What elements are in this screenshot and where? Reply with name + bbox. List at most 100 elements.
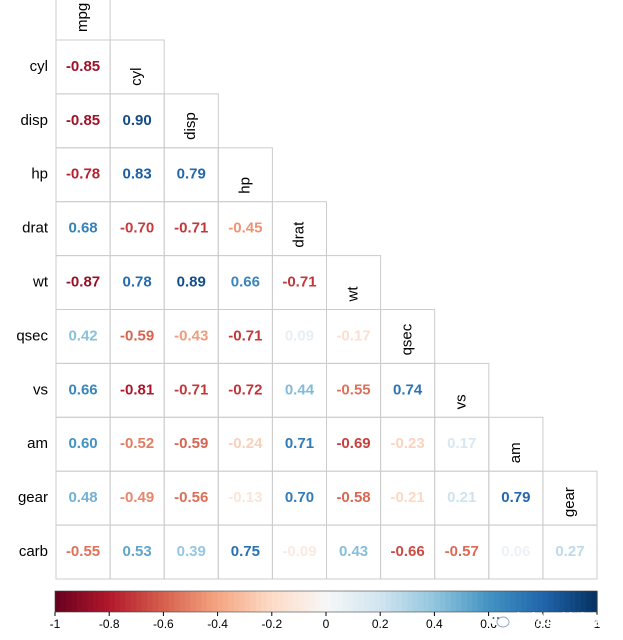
- color-legend-swatch: [586, 591, 593, 612]
- color-legend-swatch: [55, 591, 62, 612]
- color-legend-swatch: [288, 591, 295, 612]
- correlation-value: 0.06: [501, 543, 530, 560]
- color-legend-swatch: [141, 591, 148, 612]
- color-legend-swatch: [157, 591, 164, 612]
- color-legend-swatch: [401, 591, 408, 612]
- correlation-value: -0.45: [228, 220, 262, 237]
- column-label: cyl: [128, 68, 145, 86]
- color-legend-swatch: [342, 591, 349, 612]
- column-label: drat: [290, 221, 307, 248]
- color-legend-swatch: [233, 591, 240, 612]
- correlation-value: -0.71: [174, 220, 208, 237]
- column-label: mpg: [74, 3, 91, 32]
- wechat-icon: [488, 612, 510, 627]
- color-legend-swatch: [228, 591, 235, 612]
- color-legend-swatch: [271, 591, 278, 612]
- color-legend-swatch: [331, 591, 338, 612]
- color-legend-swatch: [190, 591, 197, 612]
- color-legend-swatch: [385, 591, 392, 612]
- color-legend-swatch: [515, 591, 522, 612]
- color-legend-swatch: [510, 591, 517, 612]
- correlation-value: 0.68: [68, 220, 97, 237]
- color-legend-swatch: [326, 591, 333, 612]
- correlation-value: -0.85: [66, 112, 100, 129]
- correlation-value: 0.78: [123, 274, 152, 291]
- correlation-value: 0.79: [177, 166, 206, 183]
- watermark-text: 轻松玩转生信: [514, 611, 605, 629]
- column-label: wt: [344, 286, 361, 303]
- color-legend-swatch: [575, 591, 582, 612]
- correlation-value: -0.87: [66, 274, 100, 291]
- color-legend-swatch: [456, 591, 463, 612]
- column-label: disp: [182, 112, 199, 140]
- color-legend-swatch: [298, 591, 305, 612]
- color-legend-swatch: [109, 591, 116, 612]
- correlation-value: 0.89: [177, 274, 206, 291]
- color-legend-tick-label: 0.2: [372, 617, 389, 631]
- color-legend-swatch: [309, 591, 316, 612]
- correlation-value: 0.17: [447, 435, 476, 452]
- column-header-cell: [217, 147, 273, 203]
- color-legend-swatch: [488, 591, 495, 612]
- color-legend-swatch: [477, 591, 484, 612]
- column-header-cell: [271, 201, 327, 257]
- color-legend-swatch: [494, 591, 501, 612]
- correlation-value: -0.55: [336, 381, 370, 398]
- color-legend-swatch: [255, 591, 262, 612]
- correlation-value: -0.69: [336, 435, 370, 452]
- color-legend-swatch: [212, 591, 219, 612]
- color-legend-swatch: [65, 591, 72, 612]
- correlation-value: 0.70: [285, 489, 314, 506]
- color-legend-tick-label: 0.8: [534, 617, 551, 631]
- color-legend-swatch: [569, 591, 576, 612]
- correlation-value: -0.52: [120, 435, 154, 452]
- color-legend-swatch: [125, 591, 132, 612]
- correlation-value: -0.24: [228, 435, 263, 452]
- color-legend-swatch: [147, 591, 154, 612]
- color-legend-swatch: [315, 591, 322, 612]
- correlation-value: -0.23: [391, 435, 425, 452]
- correlation-value: -0.71: [282, 274, 316, 291]
- color-legend-swatch: [439, 591, 446, 612]
- column-header-cell: [55, 0, 111, 41]
- color-legend-swatch: [195, 591, 202, 612]
- color-legend-tick-label: -1: [50, 617, 61, 631]
- correlation-value: 0.71: [285, 435, 314, 452]
- correlation-value: 0.21: [447, 489, 476, 506]
- correlation-value: -0.81: [120, 381, 154, 398]
- color-legend-swatch: [260, 591, 267, 612]
- color-legend-swatch: [103, 591, 110, 612]
- color-legend-swatch: [266, 591, 273, 612]
- correlation-value: 0.39: [177, 543, 206, 560]
- column-label: vs: [453, 394, 470, 409]
- color-legend-swatch: [185, 591, 192, 612]
- correlation-value: 0.09: [285, 327, 314, 344]
- color-legend-swatch: [461, 591, 468, 612]
- correlation-value: 0.66: [68, 381, 97, 398]
- color-legend-swatch: [591, 591, 598, 612]
- color-legend-swatch: [223, 591, 230, 612]
- row-label: gear: [18, 489, 48, 506]
- row-label: vs: [33, 381, 48, 398]
- row-label: hp: [31, 166, 48, 183]
- color-legend-swatch: [152, 591, 159, 612]
- correlation-value: 0.60: [68, 435, 97, 452]
- color-legend-swatch: [87, 591, 94, 612]
- color-legend-swatch: [504, 591, 511, 612]
- correlation-value: -0.56: [174, 489, 208, 506]
- color-legend-swatch: [499, 591, 506, 612]
- correlation-value: 0.66: [231, 274, 260, 291]
- color-legend-swatch: [174, 591, 181, 612]
- color-legend-swatch: [120, 591, 127, 612]
- color-legend-swatch: [282, 591, 289, 612]
- row-label: wt: [32, 274, 49, 291]
- color-legend-swatch: [553, 591, 560, 612]
- color-legend-swatch: [450, 591, 457, 612]
- color-legend-swatch: [168, 591, 175, 612]
- color-legend-swatch: [250, 591, 257, 612]
- color-legend-swatch: [163, 591, 170, 612]
- color-legend-swatch: [531, 591, 538, 612]
- color-legend-swatch: [526, 591, 533, 612]
- column-header-cell: [434, 362, 490, 418]
